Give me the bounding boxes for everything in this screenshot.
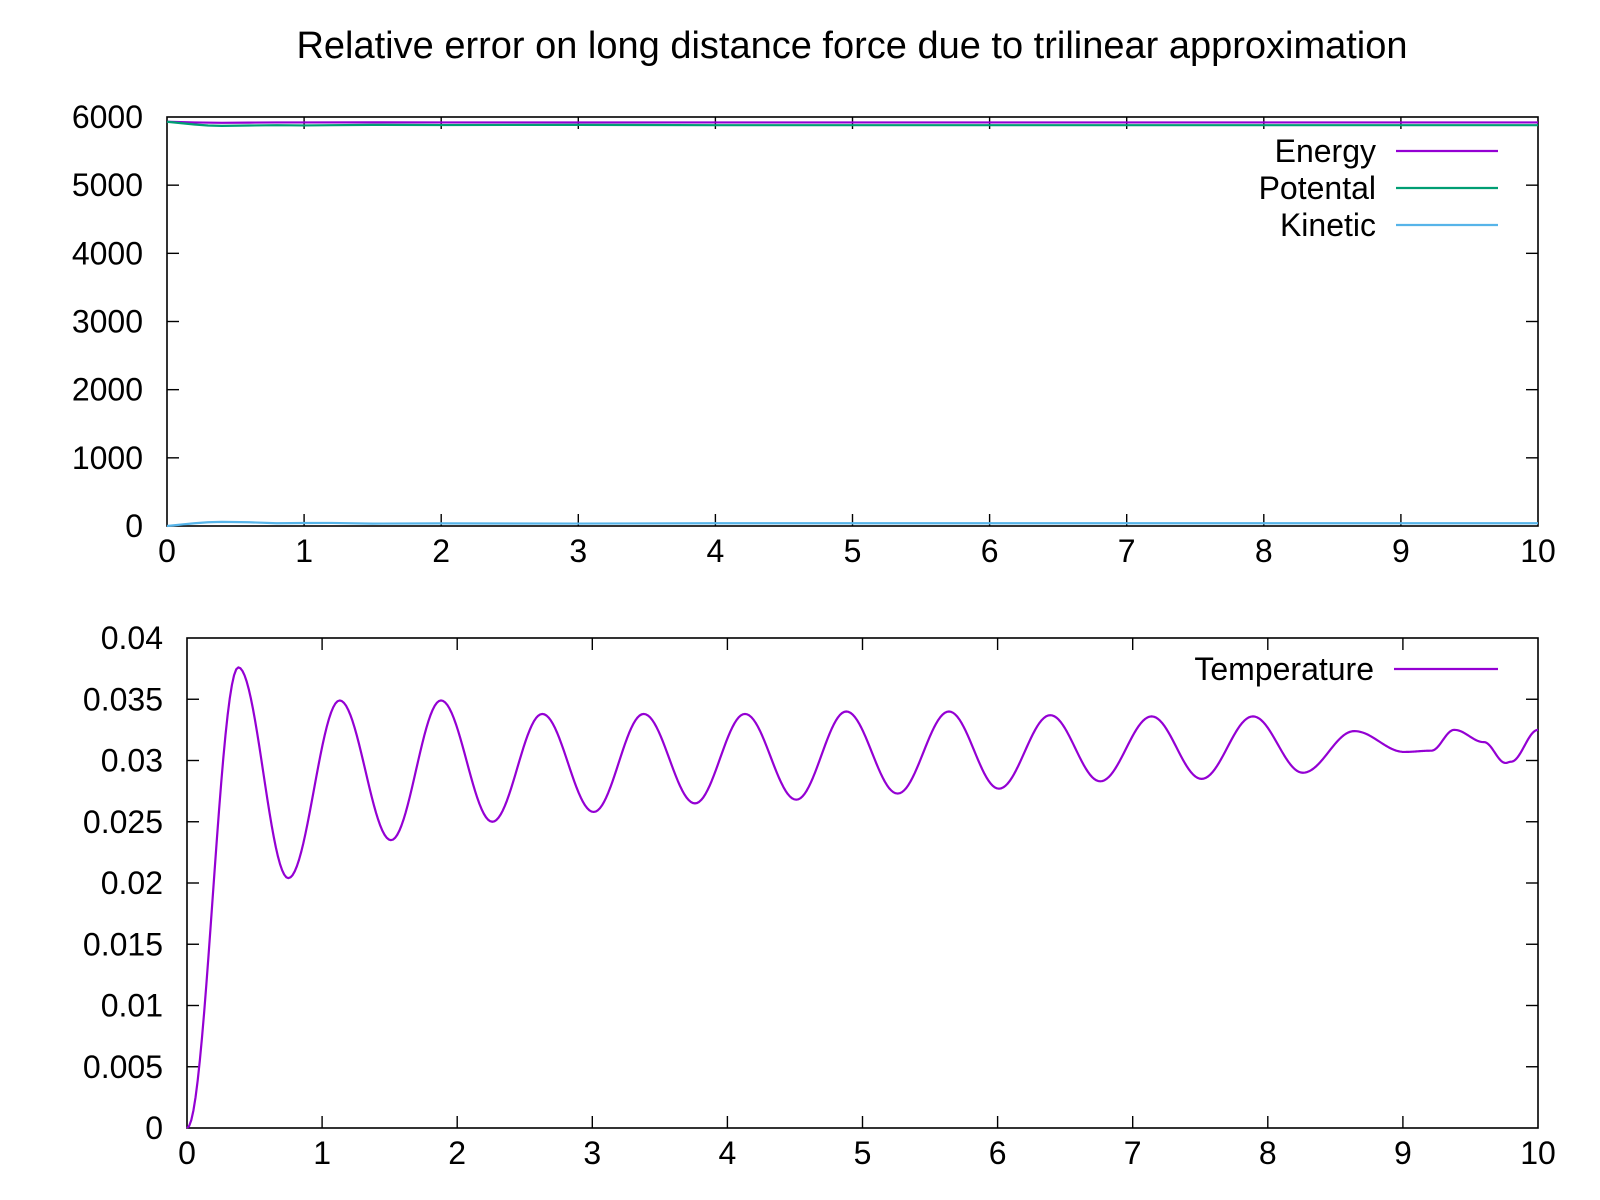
y-tick-label: 0.02 — [101, 865, 163, 901]
y-tick-label: 0.005 — [83, 1049, 163, 1085]
x-tick-label: 4 — [707, 533, 725, 569]
legend-label: Energy — [1275, 133, 1376, 169]
x-tick-label: 4 — [719, 1135, 737, 1171]
plot-panel-2: 0 1 2 3 4 5 6 7 8 9 10 0 0.005 0.01 0.015 0.02 0.025 0.03… — [83, 620, 1556, 1171]
chart-title: Relative error on long distance force du… — [296, 25, 1407, 67]
x-tick-label: 1 — [295, 533, 313, 569]
x-tick-label: 6 — [981, 533, 999, 569]
y-tick-label: 0.04 — [101, 620, 163, 656]
x-tick-label: 1 — [313, 1135, 331, 1171]
y-tick-label: 0.035 — [83, 681, 163, 717]
x-tick-label: 2 — [432, 533, 450, 569]
y-tick-label: 4000 — [72, 235, 143, 271]
x-tick-label: 5 — [844, 533, 862, 569]
x-tick-label: 3 — [583, 1135, 601, 1171]
x-tick-label: 9 — [1392, 533, 1410, 569]
x-tick-label: 7 — [1124, 1135, 1142, 1171]
x-tick-label: 8 — [1259, 1135, 1277, 1171]
y-tick-label: 5000 — [72, 167, 143, 203]
y-tick-label: 0.025 — [83, 804, 163, 840]
x-tick-label: 3 — [569, 533, 587, 569]
legend-label: Kinetic — [1280, 207, 1376, 243]
x-tick-label: 10 — [1520, 1135, 1556, 1171]
x-tick-label: 8 — [1255, 533, 1273, 569]
plot-panel-1: 0 1 2 3 4 5 6 7 8 9 10 0 1000 2000 3000 4000 5000 6000 Ene… — [72, 99, 1556, 569]
series-line-temperature — [186, 666, 1539, 1129]
x-tick-label: 10 — [1520, 533, 1556, 569]
x-tick-label: 2 — [448, 1135, 466, 1171]
y-tick-label: 0.015 — [83, 926, 163, 962]
y-tick-label: 0.01 — [101, 988, 163, 1024]
y-tick-label: 6000 — [72, 99, 143, 135]
legend-label: Potental — [1259, 170, 1376, 206]
y-tick-label: 3000 — [72, 304, 143, 340]
series-line-potental — [166, 120, 1538, 127]
x-tick-label: 0 — [158, 533, 176, 569]
x-tick-label: 6 — [989, 1135, 1007, 1171]
legend-label: Temperature — [1194, 651, 1374, 687]
series-line-kinetic — [166, 520, 1538, 528]
plot-frame — [186, 637, 1539, 1129]
y-tick-label: 2000 — [72, 372, 143, 408]
y-tick-label: 0.03 — [101, 743, 163, 779]
x-tick-label: 0 — [178, 1135, 196, 1171]
x-tick-label: 7 — [1118, 533, 1136, 569]
y-tick-label: 1000 — [72, 440, 143, 476]
y-tick-label: 0 — [125, 508, 143, 544]
x-tick-label: 5 — [854, 1135, 872, 1171]
y-tick-label: 0 — [145, 1110, 163, 1146]
x-tick-label: 9 — [1394, 1135, 1412, 1171]
series-line-energy — [166, 120, 1538, 124]
